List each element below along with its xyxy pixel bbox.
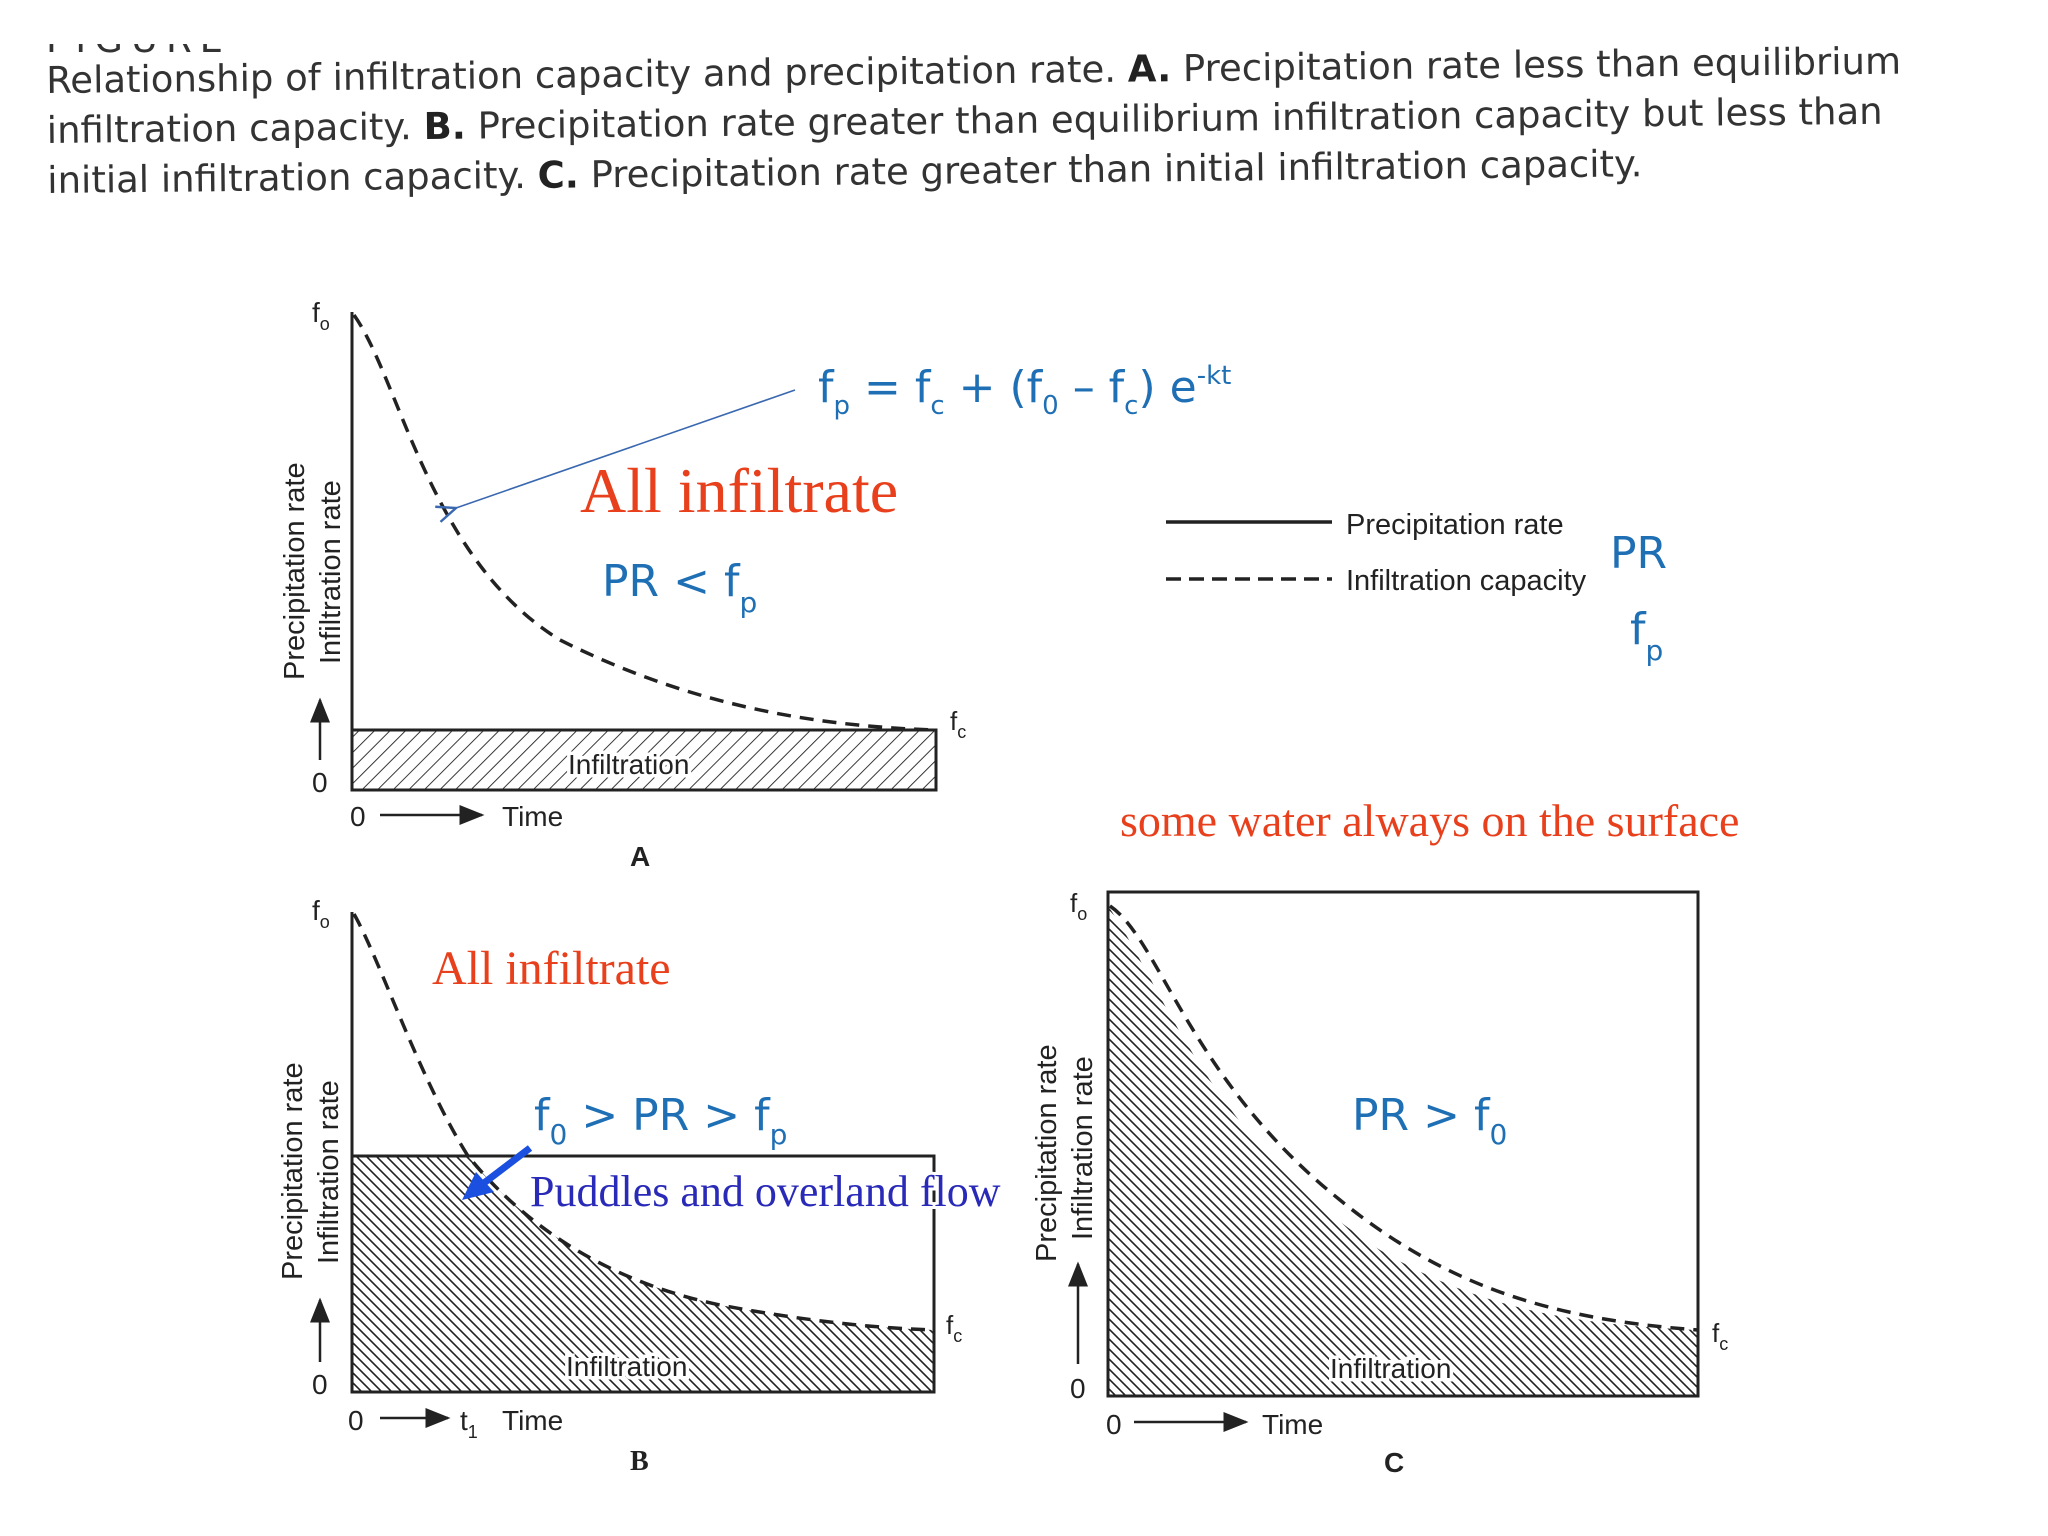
panel-b-fc-label: fc (946, 1310, 962, 1346)
panel-b-y-zero: 0 (312, 1369, 328, 1400)
panel-a-fc-label: fc (950, 706, 966, 742)
puddles-arrow-head (462, 1172, 494, 1200)
panel-c-x-zero: 0 (1106, 1409, 1122, 1440)
panel-b-time-label: Time (502, 1405, 563, 1436)
caption-header-fragment: FIGURE (46, 44, 346, 58)
panel-b: fo fc 0 0 t1 Time Infiltration B Precipi… (277, 895, 962, 1477)
panel-b-infiltration-capacity-curve (352, 913, 935, 1332)
panel-b-letter: B (630, 1446, 649, 1477)
panel-a-time-label: Time (502, 801, 563, 832)
panel-b-ylabel-outer: Precipitation rate (277, 1062, 309, 1280)
legend-infil-label: Infiltration capacity (1346, 565, 1587, 597)
legend: Precipitation rate Infiltration capacity (1166, 509, 1587, 597)
panel-c-infiltration-label: Infiltration (1330, 1353, 1451, 1384)
c-relation-text: PR > f0 (1352, 1090, 1507, 1151)
panel-a: fo fc 0 0 Time Infiltration A Precipitat… (279, 297, 966, 872)
panel-a-ylabel-inner: Infiltration rate (315, 480, 347, 664)
panel-c-infiltration-capacity-curve (1109, 904, 1699, 1332)
legend-precip-label: Precipitation rate (1346, 509, 1564, 541)
puddles-arrow-shaft (477, 1145, 533, 1189)
panel-c-letter: C (1384, 1447, 1404, 1478)
panel-a-infiltration-area (350, 728, 938, 792)
equation-text: fp = fc + (f0 – fc) e-kt (818, 361, 1231, 421)
panel-c-precip-box (1106, 890, 1700, 1398)
panel-b-ylabel-inner: Infiltration rate (313, 1080, 345, 1264)
legend-pr-text: PR (1610, 528, 1667, 579)
panel-a-f0-label: fo (312, 297, 330, 334)
puddles-text: Puddles and overland flow (530, 1167, 1001, 1216)
pr-less-than-fp-text: PR < fp (602, 556, 757, 619)
panel-c-ylabel-inner: Infiltration rate (1067, 1056, 1099, 1240)
panel-c-infiltration-fill (1108, 906, 1698, 1396)
panel-a-y-zero: 0 (312, 767, 328, 798)
panel-b-x-zero: 0 (348, 1405, 364, 1436)
panel-a-x-zero: 0 (350, 801, 366, 832)
panel-c: fo fc 0 0 Time Infiltration C Precipitat… (1031, 888, 1728, 1478)
b-relation-text: f0 > PR > fp (534, 1090, 787, 1151)
panel-a-infiltration-capacity-curve (352, 313, 937, 732)
panel-a-letter: A (630, 841, 650, 872)
panel-c-fc-label: fc (1712, 1318, 1728, 1354)
panel-b-t1-label: t1 (460, 1405, 478, 1442)
panel-a-infiltration-label: Infiltration (568, 749, 689, 780)
all-infiltrate-a-text: All infiltrate (580, 455, 898, 526)
equation-leader-line (435, 389, 796, 523)
surface-note-text: some water always on the surface (1120, 795, 1739, 846)
panel-c-time-label: Time (1262, 1409, 1323, 1440)
panel-c-ylabel-outer: Precipitation rate (1031, 1044, 1063, 1262)
panel-a-ylabel-outer: Precipitation rate (279, 462, 311, 680)
annotations: fp = fc + (f0 – fc) e-kt All infiltrate … (432, 361, 1739, 1219)
panel-b-infiltration-label: Infiltration (566, 1351, 687, 1382)
panel-c-f0-label: fo (1070, 888, 1087, 924)
panel-b-infiltration-fill (352, 1156, 934, 1392)
legend-fp-text: fp (1630, 604, 1663, 667)
all-infiltrate-b-text: All infiltrate (432, 942, 671, 995)
panel-b-f0-label: fo (312, 895, 330, 932)
panel-c-y-zero: 0 (1070, 1373, 1086, 1404)
